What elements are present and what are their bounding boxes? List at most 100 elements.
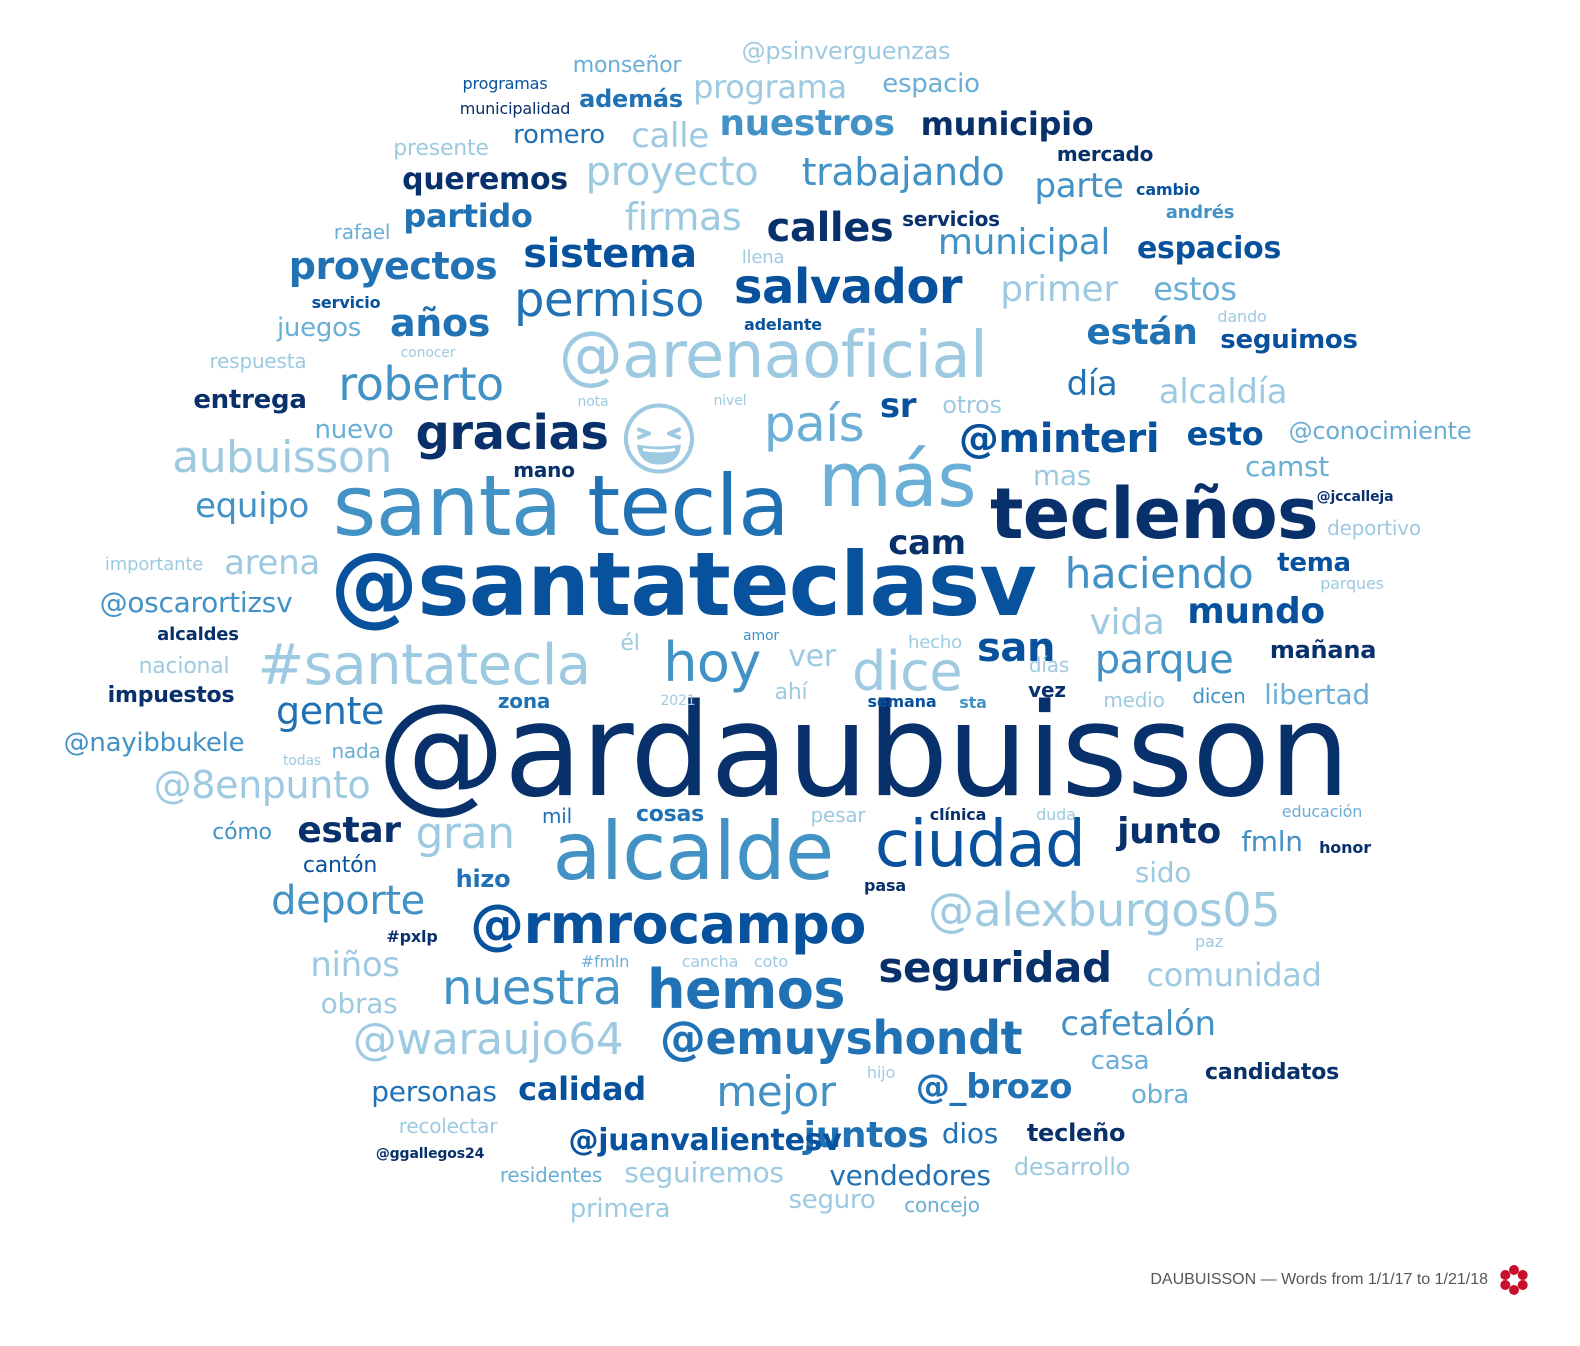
word-99: además bbox=[579, 85, 683, 113]
word-47: junto bbox=[1117, 811, 1221, 852]
word-59: niños bbox=[310, 945, 400, 985]
word-127: mano bbox=[513, 458, 575, 482]
word-24: aubuisson bbox=[172, 432, 392, 483]
word-120: medio bbox=[1103, 688, 1165, 712]
word-7: tecleños bbox=[990, 473, 1319, 555]
word-21: @alexburgos05 bbox=[927, 883, 1281, 937]
word-50: están bbox=[1086, 312, 1198, 353]
word-33: parque bbox=[1094, 637, 1234, 683]
word-93: desarrollo bbox=[1013, 1153, 1131, 1181]
word-147: hijo bbox=[866, 1063, 896, 1082]
word-90: @conocimiente bbox=[1288, 417, 1472, 445]
word-106: cantón bbox=[302, 853, 378, 878]
word-95: casa bbox=[1090, 1046, 1150, 1076]
word-146: pasa bbox=[864, 876, 906, 895]
word-45: vida bbox=[1089, 602, 1165, 643]
word-69: espacios bbox=[1136, 231, 1282, 266]
word-38: firmas bbox=[624, 195, 742, 239]
word-145: clínica bbox=[929, 805, 987, 824]
word-130: días bbox=[1028, 653, 1070, 677]
word-112: ahí bbox=[774, 680, 808, 705]
word-124: pesar bbox=[810, 803, 866, 827]
word-26: mejor bbox=[716, 1067, 836, 1116]
word-39: gente bbox=[276, 689, 384, 733]
word-53: día bbox=[1066, 364, 1118, 404]
word-135: semana bbox=[867, 692, 937, 711]
word-15: nuestra bbox=[442, 960, 622, 1016]
word-8: @arenaoficial bbox=[558, 319, 988, 393]
word-72: queremos bbox=[402, 162, 568, 197]
word-61: parte bbox=[1034, 166, 1124, 206]
word-149: cambio bbox=[1136, 180, 1200, 199]
word-122: zona bbox=[497, 689, 551, 713]
word-36: trabajando bbox=[801, 150, 1005, 194]
word-85: romero bbox=[513, 120, 605, 150]
word-154: nivel bbox=[713, 393, 747, 409]
word-25: gran bbox=[415, 808, 515, 859]
word-14: dice bbox=[851, 640, 963, 703]
word-4: tecla bbox=[587, 457, 789, 555]
word-1: @ardaubuisson bbox=[377, 677, 1350, 826]
word-51: equipo bbox=[195, 486, 309, 526]
footer-caption: DAUBUISSON — Words from 1/1/17 to 1/21/1… bbox=[1150, 1264, 1530, 1296]
word-131: importante bbox=[104, 554, 204, 575]
word-20: roberto bbox=[338, 357, 504, 411]
word-82: vendedores bbox=[829, 1159, 991, 1192]
word-158: 2021 bbox=[660, 693, 696, 709]
word-105: presente bbox=[393, 136, 489, 161]
word-104: mañana bbox=[1269, 636, 1377, 664]
word-108: impuestos bbox=[107, 683, 235, 708]
flower-logo-icon bbox=[1498, 1264, 1530, 1296]
word-43: municipal bbox=[937, 222, 1111, 263]
word-125: dicen bbox=[1192, 684, 1246, 708]
word-71: @juanvalientesv bbox=[568, 1123, 842, 1158]
word-152: conocer bbox=[400, 345, 456, 361]
word-89: espacio bbox=[882, 69, 980, 99]
word-18: país bbox=[763, 395, 865, 453]
word-160: @jccalleja bbox=[1316, 489, 1394, 505]
word-94: obra bbox=[1131, 1080, 1189, 1110]
word-2: @santateclasv bbox=[330, 533, 1037, 636]
word-28: seguridad bbox=[878, 943, 1112, 992]
word-60: cam bbox=[888, 523, 966, 563]
word-114: nada bbox=[331, 739, 381, 763]
word-5: alcalde bbox=[552, 805, 835, 898]
word-55: comunidad bbox=[1146, 956, 1322, 994]
word-70: estos bbox=[1153, 270, 1237, 308]
word-58: calle bbox=[631, 116, 709, 156]
footer-text: DAUBUISSON — Words from 1/1/17 to 1/21/1… bbox=[1150, 1271, 1488, 1288]
word-128: respuesta bbox=[209, 349, 307, 373]
word-155: dando bbox=[1217, 307, 1267, 326]
word-111: él bbox=[620, 631, 640, 656]
word-109: nacional bbox=[138, 654, 230, 679]
word-64: ver bbox=[788, 639, 836, 674]
word-29: @minteri bbox=[958, 416, 1160, 462]
word-81: seguiremos bbox=[624, 1156, 784, 1189]
word-19: gracias bbox=[415, 405, 609, 461]
word-48: estar bbox=[297, 810, 401, 851]
word-86: nuevo bbox=[314, 415, 394, 445]
word-141: paz bbox=[1195, 932, 1223, 951]
word-98: juegos bbox=[276, 313, 362, 343]
word-42: juntos bbox=[803, 1115, 929, 1156]
word-121: vez bbox=[1028, 678, 1066, 702]
word-159: todas bbox=[282, 753, 322, 769]
word-132: alcaldes bbox=[157, 624, 239, 645]
word-161: @ggallegos24 bbox=[375, 1146, 485, 1162]
word-11: @rmrocampo bbox=[470, 893, 866, 956]
word-49: nuestros bbox=[719, 103, 895, 144]
word-144: duda bbox=[1036, 805, 1076, 824]
word-56: @_brozo bbox=[915, 1067, 1073, 1107]
word-17: salvador bbox=[733, 259, 963, 315]
word-12: hemos bbox=[647, 958, 845, 1021]
word-68: calidad bbox=[518, 1070, 646, 1108]
word-30: proyecto bbox=[585, 149, 759, 195]
word-150: servicio bbox=[311, 293, 381, 312]
word-101: hizo bbox=[455, 865, 511, 893]
word-163: municipalidad bbox=[459, 99, 571, 118]
word-10: #santatecla bbox=[257, 633, 591, 698]
word-22: @emuyshondt bbox=[659, 1011, 1023, 1065]
word-54: cafetalón bbox=[1060, 1004, 1216, 1044]
word-73: @oscarortizsv bbox=[99, 586, 293, 619]
